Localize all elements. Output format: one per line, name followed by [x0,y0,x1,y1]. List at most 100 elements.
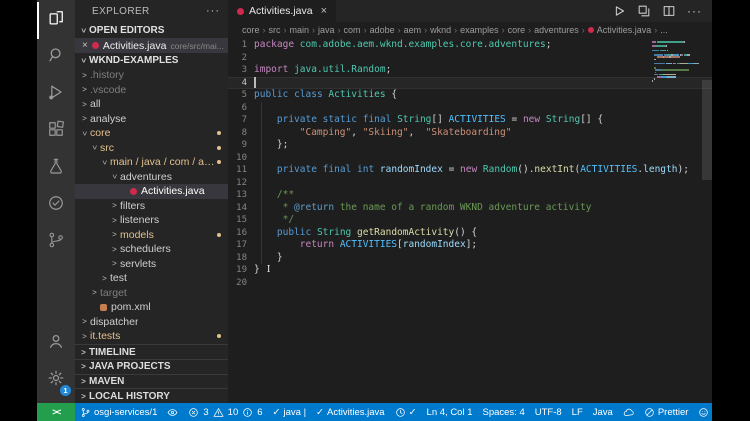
language-status-item[interactable]: ✓ java | [272,406,307,418]
remote-indicator[interactable]: >< [37,403,75,421]
activity-bar-item-search[interactable] [37,39,75,76]
code-line-13[interactable]: 13 /** [228,189,712,202]
tree-item-models[interactable]: > models [75,228,228,243]
tree-item-analyse[interactable]: > analyse [75,112,228,127]
breadcrumb-item[interactable]: core [242,25,260,35]
breadcrumb-item[interactable]: main [289,25,310,35]
branch-item[interactable]: osgi-services/1 [75,403,162,421]
tree-item-pom.xml[interactable]: pom.xml [75,300,228,315]
formatter-item[interactable]: Prettier [639,403,694,421]
sync-item[interactable] [618,403,639,421]
activity-bar-item-account[interactable] [37,325,75,362]
tree-item-dispatcher[interactable]: > dispatcher [75,315,228,330]
tree-item-schedulers[interactable]: > schedulers [75,242,228,257]
breadcrumb-item[interactable]: core [507,25,526,35]
breadcrumb-item[interactable]: adventures [534,25,579,35]
indentation-item[interactable]: Spaces: 4 [482,406,525,418]
code-line-19[interactable]: 19} I [228,264,712,277]
sidebar-section-local-history[interactable]: > LOCAL HISTORY [75,388,228,403]
sidebar-section-java-projects[interactable]: > JAVA PROJECTS [75,358,228,374]
code-line-15[interactable]: 15 */ [228,214,712,227]
code-line-20[interactable]: 20 [228,277,712,290]
code-line-2[interactable]: 2 [228,52,712,65]
tree-item-it.tests[interactable]: > it.tests [75,329,228,344]
eol-item[interactable]: LF [571,406,583,418]
code-line-10[interactable]: 10 [228,152,712,165]
line-number: 6 [241,102,247,113]
tree-item-src[interactable]: > src [75,141,228,156]
sidebar-section-timeline[interactable]: > TIMELINE [75,344,228,359]
tree-item-filters[interactable]: > filters [75,199,228,214]
code-line-1[interactable]: 1 package com.adobe.aem.wknd.examples.cor… [228,39,712,52]
minimap[interactable] [652,41,701,85]
close-icon[interactable]: × [320,5,328,17]
chevron-right-icon: > [82,331,87,341]
activity-bar-item-settings[interactable]: 1 [37,362,75,399]
code-line-14[interactable]: 14 * @return the name of a random WKND a… [228,202,712,215]
code-line-12[interactable]: 12 [228,177,712,190]
cursor-position-item[interactable]: Ln 4, Col 1 [426,406,473,418]
code-line-content: package com.adobe.aem.wknd.examples.core… [254,39,552,50]
code-line-9[interactable]: 9 }; [228,139,712,152]
line-number: 9 [241,140,247,150]
chevron-right-icon: > [112,244,117,254]
code-line-5[interactable]: 5 public class Activities { [228,89,712,102]
code-line-8[interactable]: 8 "Camping", "Skiing", "Skateboarding" [228,127,712,140]
tab-activities-java[interactable]: Activities.java × [228,0,337,22]
tree-item-.vscode[interactable]: > .vscode [75,83,228,98]
code-line-6[interactable]: 6 [228,102,712,115]
tree-item-adventures[interactable]: > adventures [75,170,228,185]
run-debug-icon [46,82,66,107]
breadcrumb-symbol[interactable]: ... [660,25,668,35]
open-editors-header[interactable]: > OPEN EDITORS [79,24,165,36]
scrollbar-thumb[interactable] [702,80,712,180]
activity-bar-item-extensions[interactable] [37,113,75,150]
problems-item[interactable]: 3 10 6 [183,403,267,421]
code-line-11[interactable]: 11 private final int randomIndex = new R… [228,164,712,177]
open-editor-item[interactable]: × Activities.java core/src/mai... [75,38,228,53]
run-button[interactable] [612,4,626,18]
feedback-item[interactable] [693,403,712,421]
breadcrumb-item[interactable]: com [343,25,361,35]
code-line-18[interactable]: 18 } [228,252,712,265]
breadcrumb-item[interactable]: examples [460,25,499,35]
tree-item-test[interactable]: > test [75,271,228,286]
breadcrumb-item[interactable]: adobe [369,25,395,35]
more-actions-icon[interactable]: ··· [206,5,220,17]
tree-item-main-java-com-adobe...[interactable]: >main / java / com / adobe... [75,155,228,170]
tree-item-core[interactable]: > core [75,126,228,141]
breadcrumb-item[interactable]: src [268,25,281,35]
encoding-item[interactable]: UTF-8 [534,406,562,418]
activity-bar-item-source-control[interactable] [37,224,75,261]
split-editor-icon[interactable] [662,4,676,18]
activity-bar-item-run-debug[interactable] [37,76,75,113]
tree-item-listeners[interactable]: > listeners [75,213,228,228]
code-line-4[interactable]: 4 [228,76,712,89]
tree-item-all[interactable]: > all [75,97,228,112]
tree-item-activities.java[interactable]: Activities.java [75,184,228,199]
open-changes-icon[interactable] [637,4,651,18]
workspace-header[interactable]: > WKND-EXAMPLES [79,55,179,66]
code-line-16[interactable]: 16 public String getRandomActivity() { [228,227,712,240]
tree-item-.history[interactable]: > .history [75,68,228,83]
analysis-status-item[interactable]: ✓ [390,403,422,421]
code-line-7[interactable]: 7 private static final String[] ACTIVITI… [228,114,712,127]
sidebar-section-maven[interactable]: > MAVEN [75,373,228,389]
code-line-17[interactable]: 17 return ACTIVITIES[randomIndex]; [228,239,712,252]
close-icon[interactable]: × [82,40,88,51]
activity-bar-item-testing[interactable] [37,150,75,187]
activity-bar-item-checklist[interactable] [37,187,75,224]
code-editor[interactable]: 1 package com.adobe.aem.wknd.examples.cor… [228,38,712,403]
breadcrumb-item[interactable]: java [318,25,335,35]
language-mode-item[interactable]: Java [592,406,613,418]
more-actions-icon[interactable]: ··· [687,4,702,18]
toggle-blame-item[interactable] [162,403,183,421]
code-line-3[interactable]: 3 import java.util.Random; [228,64,712,77]
file-status-item[interactable]: ✓ Activities.java [316,406,385,418]
breadcrumb-item-file[interactable]: Activities.java [596,25,652,35]
activity-bar-item-explorer[interactable] [37,2,75,39]
tree-item-servlets[interactable]: > servlets [75,257,228,272]
breadcrumb-item[interactable]: wknd [430,25,452,35]
tree-item-target[interactable]: > target [75,286,228,301]
breadcrumb-item[interactable]: aem [403,25,422,35]
